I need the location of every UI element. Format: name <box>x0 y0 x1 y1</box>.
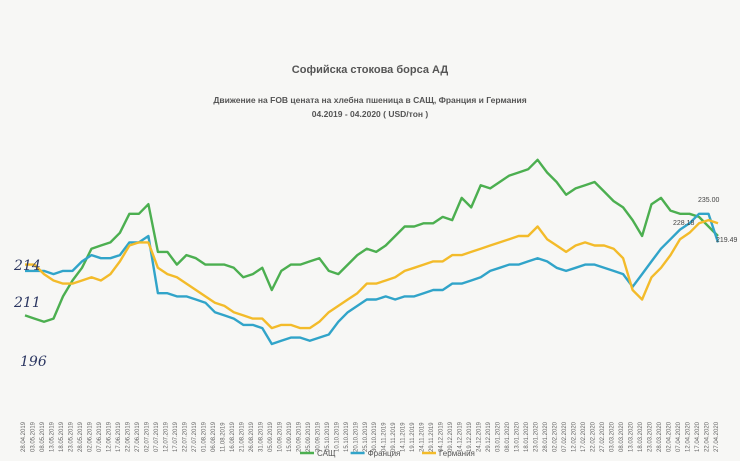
x-tick-label: 21.08.2019 <box>239 421 245 452</box>
x-tick-label: 07.02.2020 <box>562 421 568 452</box>
x-tick-label: 13.03.2020 <box>629 421 635 452</box>
x-tick-label: 19.11.2019 <box>410 422 416 452</box>
x-tick-label: 03.03.2020 <box>610 421 616 452</box>
x-tick-label: 08.03.2020 <box>619 421 625 452</box>
x-tick-label: 23.03.2020 <box>648 421 654 452</box>
x-tick-label: 01.08.2019 <box>201 421 207 452</box>
data-label-last: 235.00 <box>698 197 720 204</box>
x-tick-label: 03.01.2020 <box>496 421 502 452</box>
x-tick-label: 18.01.2020 <box>524 421 530 452</box>
x-tick-label: 16.08.2019 <box>230 421 236 452</box>
data-label-last: 228.18 <box>673 220 695 227</box>
legend: САЩ Франция Германия <box>300 449 475 458</box>
x-tick-label: 28.03.2020 <box>657 421 663 452</box>
x-tick-label: 10.10.2019 <box>334 421 340 452</box>
handwritten-note-211: 211 <box>13 295 41 311</box>
handwritten-note-196: 196 <box>20 354 47 370</box>
x-tick-label: 13.01.2020 <box>515 421 521 452</box>
x-tick-label: 02.04.2020 <box>667 421 673 452</box>
x-tick-label: 02.02.2020 <box>553 421 559 452</box>
x-tick-label: 11.08.2019 <box>220 422 226 452</box>
x-tick-label: 28.05.2019 <box>78 421 84 452</box>
x-tick-label: 27.04.2020 <box>714 421 720 452</box>
legend-label: Франция <box>368 449 401 458</box>
legend-label: САЩ <box>317 449 336 458</box>
x-tick-label: 08.05.2019 <box>40 421 46 452</box>
x-tick-label: 27.07.2019 <box>192 421 198 452</box>
x-tick-label: 14.12.2019 <box>458 421 464 452</box>
handwritten-notes: 214 211 196 <box>13 258 47 370</box>
data-label-last: 219.49 <box>716 237 738 244</box>
x-tick-label: 29.11.2019 <box>429 422 435 452</box>
x-tick-label: 20.10.2019 <box>353 421 359 452</box>
x-tick-label: 07.07.2019 <box>154 421 160 452</box>
x-tick-label: 31.08.2019 <box>258 421 264 452</box>
handwritten-note-214: 214 <box>13 258 41 274</box>
legend-label: Германия <box>439 449 475 458</box>
x-tick-label: 05.09.2019 <box>268 421 274 452</box>
x-tick-label: 26.08.2019 <box>249 421 255 452</box>
x-tick-label: 13.05.2019 <box>49 421 55 452</box>
x-tick-label: 12.07.2019 <box>163 421 169 452</box>
x-tick-label: 18.05.2019 <box>59 421 65 452</box>
x-tick-label: 25.10.2019 <box>363 421 369 452</box>
x-tick-label: 24.12.2019 <box>477 421 483 452</box>
x-tick-label: 14.11.2019 <box>401 422 407 452</box>
x-tick-label: 23.05.2019 <box>68 421 74 452</box>
x-tick-label: 05.10.2019 <box>325 421 331 452</box>
x-tick-label: 29.12.2019 <box>486 421 492 452</box>
x-tick-label: 22.02.2020 <box>591 421 597 452</box>
x-tick-label: 22.06.2019 <box>125 421 131 452</box>
data-labels: 235.00 219.49 228.18 <box>673 197 738 244</box>
x-tick-label: 02.07.2019 <box>144 421 150 452</box>
series-line-germany <box>25 218 719 330</box>
x-tick-label: 30.10.2019 <box>372 421 378 452</box>
x-tick-label: 23.01.2020 <box>534 421 540 452</box>
x-tick-label: 19.12.2019 <box>467 421 473 452</box>
series-line-france <box>25 212 720 346</box>
x-tick-label: 10.09.2019 <box>277 421 283 452</box>
x-tick-label: 07.06.2019 <box>97 421 103 452</box>
x-tick-label: 22.07.2019 <box>182 421 188 452</box>
x-tick-label: 04.12.2019 <box>439 421 445 452</box>
x-tick-label: 17.04.2020 <box>695 421 701 452</box>
chart-period: 04.2019 - 04.2020 ( USD/тон ) <box>312 109 429 119</box>
x-tick-label: 15.09.2019 <box>287 421 293 452</box>
x-tick-label: 28.01.2020 <box>543 421 549 452</box>
x-tick-label: 17.07.2019 <box>173 421 179 452</box>
x-tick-labels: 28.04.2019 03.05.2019 08.05.2019 13.05.2019… <box>21 421 720 452</box>
chart-subtitle: Движение на FOB цената на хлебна пшеница… <box>213 95 526 105</box>
x-tick-label: 08.01.2020 <box>505 421 511 452</box>
chart-title: Софийска стокова борса АД <box>292 64 449 76</box>
x-tick-label: 04.11.2019 <box>382 422 388 452</box>
x-tick-label: 22.04.2020 <box>705 421 711 452</box>
x-tick-label: 09.11.2019 <box>391 422 397 452</box>
x-tick-label: 02.06.2019 <box>87 421 93 452</box>
x-tick-label: 12.02.2020 <box>572 421 578 452</box>
x-tick-label: 03.05.2019 <box>30 421 36 452</box>
x-tick-label: 17.06.2019 <box>116 421 122 452</box>
x-tick-label: 24.11.2019 <box>420 422 426 452</box>
x-tick-label: 30.09.2019 <box>315 421 321 452</box>
series-line-usa <box>24 158 719 323</box>
x-tick-label: 20.09.2019 <box>296 421 302 452</box>
x-tick-label: 15.10.2019 <box>344 421 350 452</box>
x-tick-label: 27.02.2020 <box>600 421 606 452</box>
x-tick-label: 25.09.2019 <box>306 421 312 452</box>
x-tick-label: 28.04.2019 <box>21 421 27 452</box>
x-tick-label: 18.03.2020 <box>638 421 644 452</box>
x-tick-label: 12.04.2020 <box>686 421 692 452</box>
x-tick-label: 12.06.2019 <box>106 421 112 452</box>
x-tick-label: 27.06.2019 <box>135 421 141 452</box>
x-tick-label: 07.04.2020 <box>676 421 682 452</box>
series-lines <box>24 158 720 346</box>
x-tick-label: 06.08.2019 <box>211 421 217 452</box>
x-tick-label: 17.02.2020 <box>581 421 587 452</box>
x-tick-label: 09.12.2019 <box>448 421 454 452</box>
